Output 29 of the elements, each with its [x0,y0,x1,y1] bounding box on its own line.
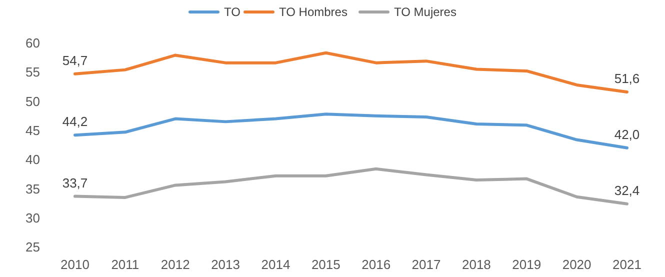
x-tick-label: 2018 [462,257,491,272]
y-tick-label: 30 [26,210,40,226]
data-label: 42,0 [614,126,640,142]
y-tick-label: 45 [26,122,40,138]
x-tick-label: 2016 [362,257,391,272]
data-label: 54,7 [62,52,88,68]
x-tick-label: 2017 [412,257,441,272]
x-tick-label: 2021 [612,257,642,272]
data-label: 51,6 [614,70,640,86]
x-tick-label: 2012 [160,257,190,272]
x-tick-label: 2015 [311,257,340,272]
y-tick-label: 25 [26,240,40,255]
legend-label: TO Hombres [279,5,348,20]
x-tick-label: 2019 [512,257,542,272]
data-label: 33,7 [62,175,88,190]
x-tick-label: 2011 [111,257,140,272]
data-label: 44,2 [62,114,88,130]
y-tick-label: 60 [26,36,40,51]
y-tick-label: 55 [26,64,40,80]
x-tick-label: 2013 [211,257,240,272]
y-tick-label: 40 [26,152,40,168]
x-tick-label: 2014 [261,257,290,272]
x-tick-label: 2020 [562,257,592,272]
legend-label: TO Mujeres [394,5,456,20]
data-label: 32,4 [614,182,640,198]
y-tick-label: 50 [26,94,40,109]
y-tick-label: 35 [26,181,40,196]
legend-label: TO [224,5,240,20]
x-tick-label: 2010 [60,257,90,272]
